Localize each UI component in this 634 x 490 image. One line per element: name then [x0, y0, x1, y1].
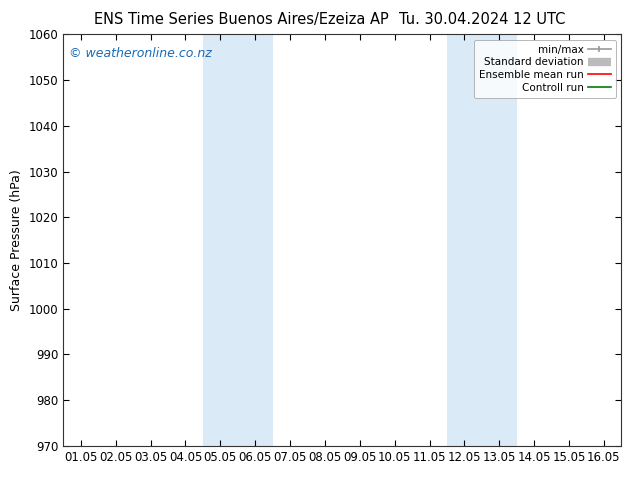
- Legend: min/max, Standard deviation, Ensemble mean run, Controll run: min/max, Standard deviation, Ensemble me…: [474, 40, 616, 98]
- Text: ENS Time Series Buenos Aires/Ezeiza AP: ENS Time Series Buenos Aires/Ezeiza AP: [94, 12, 388, 27]
- Text: © weatheronline.co.nz: © weatheronline.co.nz: [69, 47, 212, 60]
- Bar: [447, 34, 517, 446]
- Bar: [203, 34, 273, 446]
- Text: Tu. 30.04.2024 12 UTC: Tu. 30.04.2024 12 UTC: [399, 12, 565, 27]
- Y-axis label: Surface Pressure (hPa): Surface Pressure (hPa): [10, 169, 23, 311]
